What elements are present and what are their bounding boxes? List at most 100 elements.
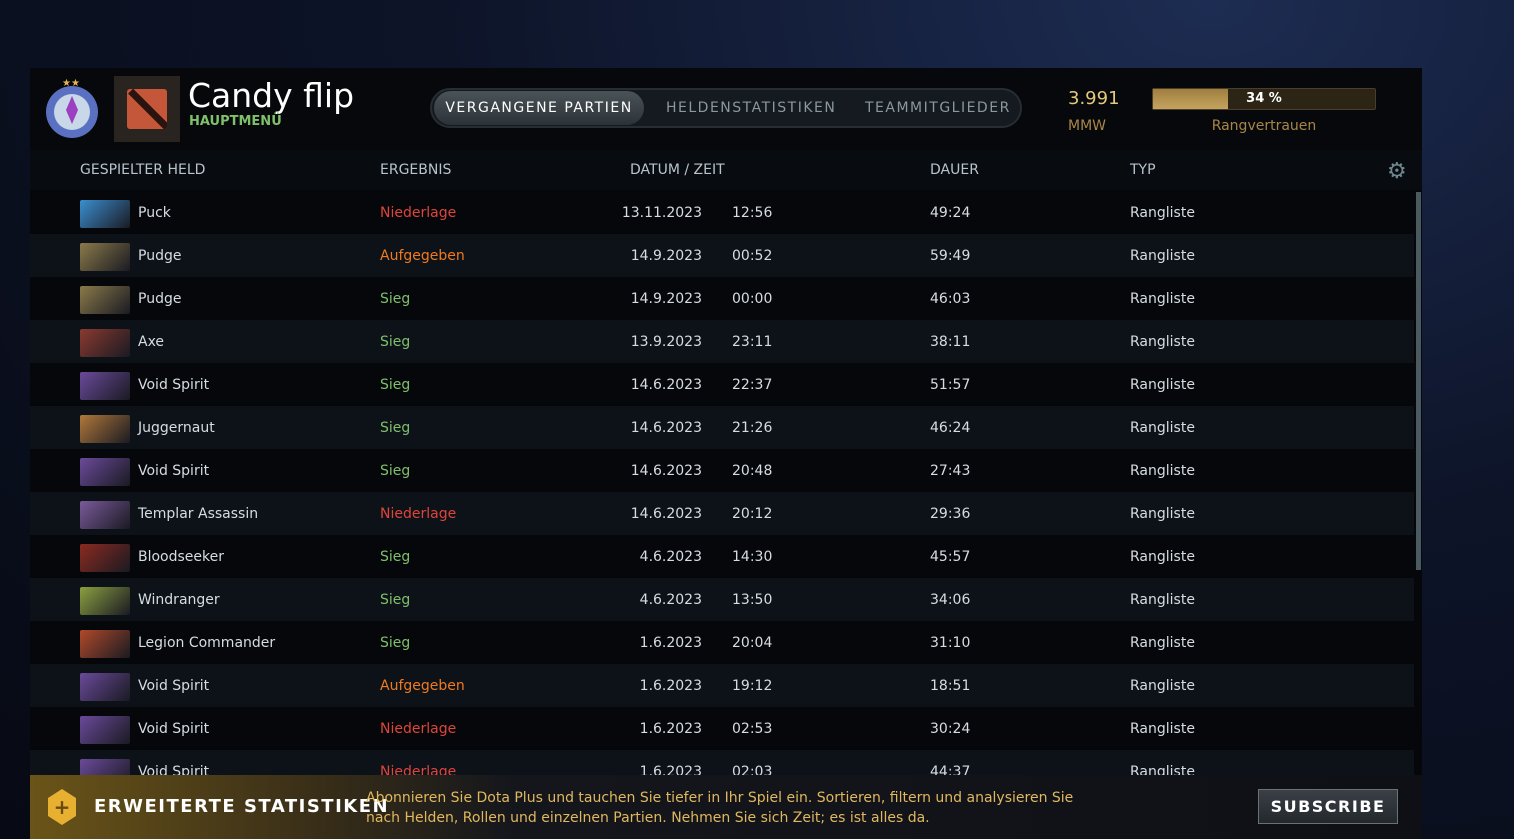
match-time: 02:53 <box>732 721 773 737</box>
hero-portrait <box>80 673 130 701</box>
match-result: Niederlage <box>380 205 457 221</box>
gear-icon[interactable]: ⚙ <box>1387 159 1407 184</box>
tab-hero-stats[interactable]: HELDENSTATISTIKEN <box>666 100 837 116</box>
hero-name: Templar Assassin <box>138 506 259 522</box>
match-history-panel: ★★ Candy flip HAUPTMENÜ VERGANGENE PARTI… <box>30 68 1422 839</box>
hero-name: Juggernaut <box>138 420 215 436</box>
match-duration: 34:06 <box>930 592 971 608</box>
hero-name: Pudge <box>138 248 182 264</box>
svg-text:★★: ★★ <box>62 78 80 89</box>
match-row[interactable]: Void Spirit Aufgegeben 1.6.2023 19:12 18… <box>30 664 1414 707</box>
hero-name: Legion Commander <box>138 635 276 651</box>
hero-name: Bloodseeker <box>138 549 225 565</box>
match-row[interactable]: Puck Niederlage 13.11.2023 12:56 49:24 R… <box>30 191 1414 234</box>
match-result: Sieg <box>380 463 411 479</box>
match-time: 20:04 <box>732 635 773 651</box>
col-result[interactable]: ERGEBNIS <box>380 162 452 178</box>
match-result: Sieg <box>380 549 411 565</box>
match-row[interactable]: Void Spirit Niederlage 1.6.2023 02:53 30… <box>30 707 1414 750</box>
match-duration: 46:24 <box>930 420 971 436</box>
match-type: Rangliste <box>1130 291 1195 307</box>
match-row[interactable]: Legion Commander Sieg 1.6.2023 20:04 31:… <box>30 621 1414 664</box>
match-result: Sieg <box>380 420 411 436</box>
tab-teammates[interactable]: TEAMMITGLIEDER <box>865 100 1011 116</box>
hero-portrait <box>80 458 130 486</box>
match-row[interactable]: Juggernaut Sieg 14.6.2023 21:26 46:24 Ra… <box>30 406 1414 449</box>
player-name: Candy flip <box>188 76 355 115</box>
col-type[interactable]: TYP <box>1130 162 1156 178</box>
match-time: 13:50 <box>732 592 773 608</box>
match-duration: 59:49 <box>930 248 971 264</box>
match-time: 00:00 <box>732 291 773 307</box>
match-time: 00:52 <box>732 248 773 264</box>
hero-portrait <box>80 716 130 744</box>
match-date: 14.9.2023 <box>630 291 702 307</box>
match-date: 14.6.2023 <box>630 377 702 393</box>
col-duration[interactable]: DAUER <box>930 162 979 178</box>
banner-title: ERWEITERTE STATISTIKEN <box>94 796 390 817</box>
match-duration: 46:03 <box>930 291 971 307</box>
match-duration: 38:11 <box>930 334 971 350</box>
match-duration: 49:24 <box>930 205 971 221</box>
main-menu-link[interactable]: HAUPTMENÜ <box>189 114 282 129</box>
match-duration: 30:24 <box>930 721 971 737</box>
match-date: 13.11.2023 <box>621 205 702 221</box>
hero-portrait <box>80 630 130 658</box>
match-result: Sieg <box>380 334 411 350</box>
match-row[interactable]: Bloodseeker Sieg 4.6.2023 14:30 45:57 Ra… <box>30 535 1414 578</box>
match-time: 22:37 <box>732 377 773 393</box>
hero-name: Puck <box>138 205 171 221</box>
mmr-label: MMW <box>1068 118 1107 134</box>
rank-medal-icon: ★★ <box>46 78 98 138</box>
match-row[interactable]: Void Spirit Sieg 14.6.2023 22:37 51:57 R… <box>30 363 1414 406</box>
match-date: 1.6.2023 <box>639 678 702 694</box>
match-date: 14.6.2023 <box>630 463 702 479</box>
match-duration: 45:57 <box>930 549 971 565</box>
match-time: 23:11 <box>732 334 773 350</box>
match-result: Aufgegeben <box>380 248 465 264</box>
scrollbar[interactable] <box>1416 192 1421 570</box>
match-time: 14:30 <box>732 549 773 565</box>
rank-confidence-bar: 34 % <box>1152 88 1376 110</box>
match-date: 14.6.2023 <box>630 420 702 436</box>
match-duration: 29:36 <box>930 506 971 522</box>
match-type: Rangliste <box>1130 420 1195 436</box>
match-type: Rangliste <box>1130 635 1195 651</box>
hero-name: Void Spirit <box>138 463 210 479</box>
match-result: Niederlage <box>380 721 457 737</box>
match-date: 1.6.2023 <box>639 721 702 737</box>
match-time: 20:48 <box>732 463 773 479</box>
hero-name: Axe <box>138 334 165 350</box>
col-date[interactable]: DATUM / ZEIT <box>630 162 725 178</box>
match-type: Rangliste <box>1130 205 1195 221</box>
match-type: Rangliste <box>1130 721 1195 737</box>
match-result: Sieg <box>380 291 411 307</box>
match-time: 21:26 <box>732 420 773 436</box>
match-row[interactable]: Pudge Aufgegeben 14.9.2023 00:52 59:49 R… <box>30 234 1414 277</box>
match-type: Rangliste <box>1130 549 1195 565</box>
hero-portrait <box>80 243 130 271</box>
match-row[interactable]: Axe Sieg 13.9.2023 23:11 38:11 Rangliste <box>30 320 1414 363</box>
match-result: Sieg <box>380 635 411 651</box>
match-row[interactable]: Void Spirit Sieg 14.6.2023 20:48 27:43 R… <box>30 449 1414 492</box>
hero-portrait <box>80 501 130 529</box>
match-row[interactable]: Pudge Sieg 14.9.2023 00:00 46:03 Ranglis… <box>30 277 1414 320</box>
col-hero[interactable]: GESPIELTER HELD <box>80 162 206 178</box>
tab-past-matches[interactable]: VERGANGENE PARTIEN <box>434 91 644 125</box>
match-type: Rangliste <box>1130 463 1195 479</box>
match-row[interactable]: Templar Assassin Niederlage 14.6.2023 20… <box>30 492 1414 535</box>
subscribe-button[interactable]: SUBSCRIBE <box>1258 789 1398 824</box>
match-duration: 27:43 <box>930 463 971 479</box>
match-time: 12:56 <box>732 205 773 221</box>
match-duration: 18:51 <box>930 678 971 694</box>
match-type: Rangliste <box>1130 678 1195 694</box>
profile-header: ★★ Candy flip HAUPTMENÜ VERGANGENE PARTI… <box>30 68 1422 150</box>
match-result: Aufgegeben <box>380 678 465 694</box>
match-result: Sieg <box>380 377 411 393</box>
table-header: GESPIELTER HELD ERGEBNIS DATUM / ZEIT DA… <box>30 150 1422 190</box>
hero-portrait <box>80 200 130 228</box>
match-time: 19:12 <box>732 678 773 694</box>
hero-portrait <box>80 415 130 443</box>
dota-plus-banner: + ERWEITERTE STATISTIKEN Abonnieren Sie … <box>30 775 1422 839</box>
match-row[interactable]: Windranger Sieg 4.6.2023 13:50 34:06 Ran… <box>30 578 1414 621</box>
